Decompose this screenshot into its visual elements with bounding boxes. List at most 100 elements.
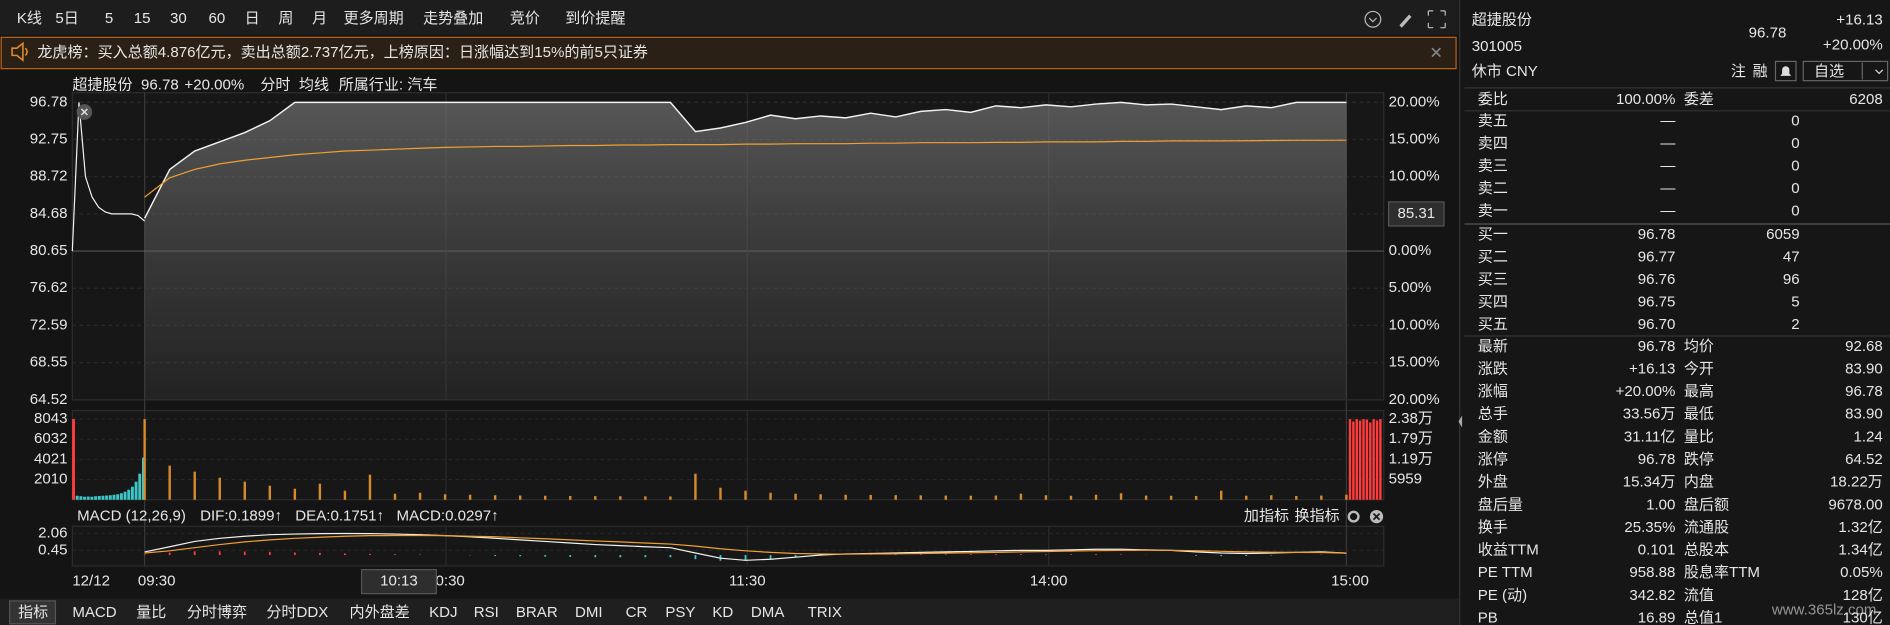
header-change: +20.00%	[184, 76, 244, 93]
indicator-tab[interactable]: MACD	[72, 604, 116, 621]
header-price: 96.78	[141, 76, 179, 93]
time-label: 15:00	[1331, 573, 1369, 590]
header-industry: 所属行业: 汽车	[339, 76, 438, 93]
volume-bar	[393, 493, 397, 500]
bid-level: 6059	[1766, 226, 1799, 243]
indicator-tab[interactable]: 指标	[18, 604, 48, 621]
quote-stat: 涨停	[1478, 451, 1508, 468]
toolbar-item[interactable]: 15	[134, 10, 151, 27]
toolbar-item[interactable]: 5	[105, 10, 113, 27]
quote-stat: 96.78	[1638, 338, 1676, 355]
macd-tick-label: 0.45	[38, 541, 67, 558]
toolbar-item[interactable]: 日	[245, 10, 260, 27]
toolbar-item[interactable]: 到价提醒	[565, 10, 625, 27]
volume-bar	[1169, 495, 1173, 500]
pct-tick-label: 10.00%	[1389, 316, 1440, 333]
close-volume-bar	[1369, 422, 1372, 500]
bid-level: 买四	[1478, 293, 1508, 310]
quote-stat: 958.88	[1629, 564, 1675, 581]
quote-stat: 涨幅	[1478, 383, 1508, 400]
cursor-price-box	[1387, 201, 1445, 227]
quote-stat: 外盘	[1478, 473, 1508, 491]
pct-tick-label: 20.00%	[1389, 391, 1440, 408]
ask-level: —	[1660, 180, 1676, 197]
quote-stat: 0.101	[1638, 542, 1676, 559]
quote-stat: 收益TTM	[1478, 542, 1539, 559]
indicator-tab[interactable]: 分时博弈	[187, 604, 247, 621]
toolbar-item[interactable]: 30	[170, 10, 187, 27]
volume-right-label: 2.38万	[1389, 410, 1433, 427]
toolbar-item[interactable]: 周	[278, 10, 293, 27]
ask-level: 0	[1791, 135, 1799, 152]
volume-bar	[468, 494, 472, 500]
toolbar-item[interactable]: 60	[209, 10, 226, 27]
volume-tick-label: 4021	[34, 450, 67, 467]
indicator-tab[interactable]: DMA	[751, 604, 784, 621]
toolbar-item[interactable]: 竞价	[510, 9, 540, 27]
indicator-tab[interactable]: 内外盘差	[350, 603, 410, 621]
toolbar-item[interactable]: K线	[17, 10, 42, 27]
alert-button[interactable]	[1774, 60, 1797, 82]
indicator-tab[interactable]: DMI	[575, 604, 603, 621]
indicator-tab[interactable]: KD	[712, 604, 733, 621]
volume-bar	[443, 494, 447, 500]
volume-bar	[1320, 495, 1323, 500]
volume-bar	[719, 487, 722, 500]
add-indicator[interactable]: 加指标	[1244, 508, 1289, 525]
volume-bar	[1270, 495, 1273, 500]
toolbar-item[interactable]: 月	[312, 10, 327, 27]
fullscreen-icon[interactable]	[1427, 10, 1446, 29]
indicator-tab[interactable]: PSY	[665, 604, 695, 621]
quote-stat: 342.82	[1629, 587, 1675, 604]
time-label: 14:00	[1030, 573, 1068, 590]
volume-bar	[268, 485, 272, 500]
order-summary: 100.00%	[1616, 91, 1675, 108]
quote-stat: 今开	[1684, 360, 1714, 377]
toolbar-item[interactable]: 5日	[55, 10, 78, 27]
volume-right-label: 1.19万	[1389, 450, 1433, 467]
prev-volume-bar	[86, 496, 90, 500]
volume-bar	[844, 494, 847, 500]
indicator-tab[interactable]: BRAR	[516, 604, 558, 621]
ask-level: 卖五	[1478, 113, 1508, 130]
quote-stat: 1.24	[1853, 428, 1882, 445]
brush-icon[interactable]	[1399, 14, 1412, 28]
prev-volume-bar	[127, 489, 131, 500]
ask-level: —	[1660, 135, 1676, 152]
volume-bar	[769, 492, 772, 500]
indicator-tab[interactable]: KDJ	[429, 604, 457, 621]
volume-bar	[544, 495, 547, 500]
indicator-tab[interactable]: 分时DDX	[266, 604, 328, 621]
quote-stat: PB	[1478, 609, 1498, 625]
close-volume-bar	[1355, 419, 1358, 500]
volume-tick-label: 2010	[34, 471, 67, 488]
close-volume-bar	[1352, 421, 1355, 500]
collapse-handle[interactable]	[1458, 415, 1463, 428]
toolbar-item[interactable]: 更多周期	[344, 10, 404, 27]
watch-button[interactable]	[1802, 60, 1889, 82]
volume-bar	[243, 481, 246, 500]
macd-tick-label: 2.06	[38, 524, 67, 541]
volume-bar	[368, 474, 372, 500]
pct-tick-label: 5.00%	[1389, 279, 1432, 296]
collapse-icon[interactable]	[1364, 10, 1382, 28]
indicator-tab[interactable]: TRIX	[808, 604, 842, 621]
volume-bar	[343, 490, 347, 500]
notice-close[interactable]	[1431, 47, 1441, 58]
quote-stat: 跌停	[1684, 451, 1714, 468]
prev-volume-bar	[83, 496, 87, 500]
settings-icon[interactable]	[1347, 510, 1360, 523]
volume-bar	[819, 494, 822, 500]
switch-indicator[interactable]: 换指标	[1295, 508, 1340, 525]
bid-level: 买三	[1478, 271, 1508, 288]
ask-level: 0	[1791, 180, 1799, 197]
toolbar-item[interactable]: 走势叠加	[423, 10, 483, 27]
indicator-tab[interactable]: RSI	[474, 604, 499, 621]
ask-level: —	[1660, 113, 1676, 130]
bid-level: 买一	[1478, 226, 1508, 243]
prev-volume-bar	[108, 495, 112, 500]
indicator-tab[interactable]: CR	[626, 604, 648, 621]
indicator-tab[interactable]: 量比	[136, 604, 166, 621]
bid-level: 96.78	[1638, 226, 1676, 243]
